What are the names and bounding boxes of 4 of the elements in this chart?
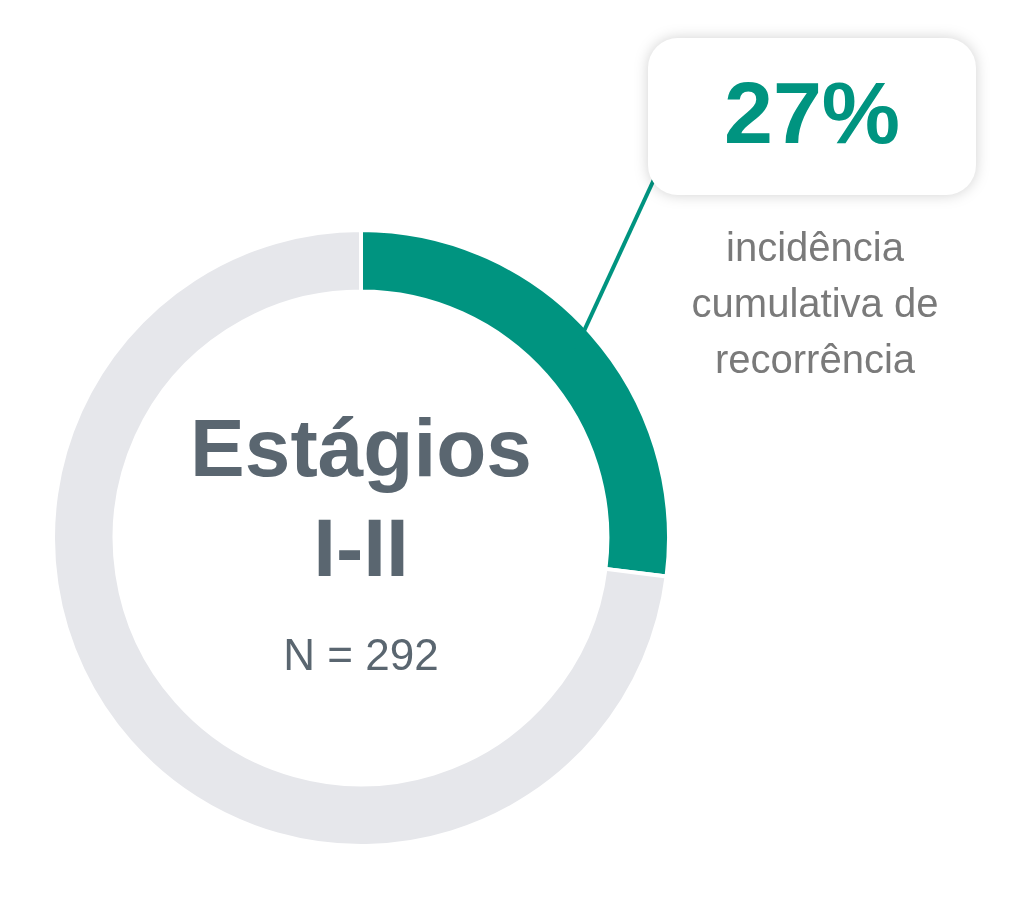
text: incidência cumulativa de recorrência [691,225,939,382]
data-label: 27% [723,62,901,162]
text: Estágios I-II [190,401,532,593]
text: N = 292 [283,630,439,680]
